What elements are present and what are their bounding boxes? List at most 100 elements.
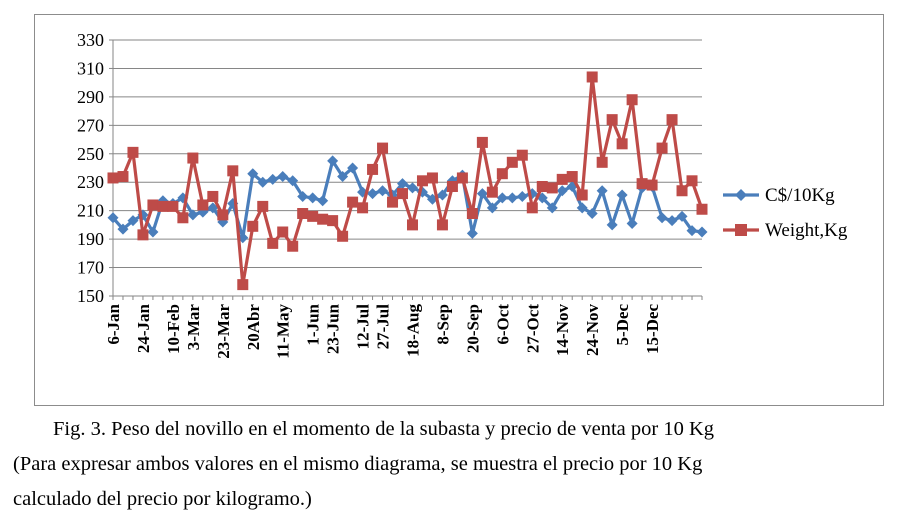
data-point [506, 192, 518, 204]
data-point [546, 202, 558, 214]
data-point [377, 185, 389, 197]
x-tick-label: 27-Jul [374, 304, 393, 350]
data-point [676, 210, 688, 222]
x-tick-label: 27-Oct [523, 304, 542, 353]
data-point [217, 209, 229, 221]
data-point [616, 189, 628, 201]
data-point [496, 192, 508, 204]
y-tick-label: 190 [77, 229, 104, 249]
data-point [456, 172, 468, 184]
line-chart: 150 170 190 210 230 250 270 290 310 330 6-Jan 24-Ja… [77, 30, 848, 359]
data-point [157, 200, 169, 212]
data-point [446, 180, 458, 192]
x-tick-label: 10-Feb [164, 304, 183, 354]
data-point [626, 217, 638, 229]
x-tick-label: 5-Dec [613, 304, 632, 346]
series-line [112, 75, 704, 287]
data-point [397, 178, 409, 190]
x-tick-label: 23-Mar [214, 304, 233, 359]
data-point [187, 152, 199, 164]
y-tick-label: 210 [77, 201, 104, 221]
x-tick-label: 24-Jan [134, 303, 153, 353]
x-tick-label: 20-Sep [463, 304, 482, 353]
data-point [147, 226, 159, 238]
legend-item: Weight,Kg [723, 220, 848, 241]
data-point [626, 94, 638, 106]
data-point [177, 212, 189, 224]
y-tick-label: 150 [77, 286, 104, 306]
data-point [686, 175, 698, 187]
data-point [496, 168, 508, 180]
data-point [307, 192, 319, 204]
caption-line-1: Fig. 3. Peso del novillo en el momento d… [53, 418, 714, 440]
data-point [436, 219, 448, 231]
data-point [586, 208, 598, 220]
data-point [466, 208, 478, 220]
data-point [337, 171, 349, 183]
y-tick-label: 230 [77, 172, 104, 192]
x-tick-label: 6-Jan [104, 303, 123, 344]
data-point [307, 210, 319, 222]
data-point [387, 196, 399, 208]
data-point [666, 215, 678, 227]
data-point [406, 182, 418, 194]
data-point [267, 173, 279, 185]
data-point [337, 230, 349, 242]
data-point [237, 279, 249, 291]
data-point [287, 175, 299, 187]
data-point [317, 213, 329, 225]
data-point [476, 188, 488, 200]
y-tick-label: 270 [77, 115, 104, 135]
data-point [656, 212, 668, 224]
data-point [227, 165, 239, 177]
data-point [277, 171, 289, 183]
caption-line-3: calculado del precio por kilogramo.) [13, 488, 312, 510]
data-point [367, 188, 379, 200]
x-tick-label: 14-Nov [553, 304, 572, 356]
data-point [696, 203, 708, 215]
data-point [486, 186, 498, 198]
data-point [247, 220, 259, 232]
data-point [137, 229, 149, 241]
data-point [107, 172, 119, 184]
x-tick-label: 12-Jul [354, 304, 373, 350]
y-tick-label: 170 [77, 258, 104, 278]
caption-line-2: (Para expresar ambos valores en el mismo… [13, 453, 703, 475]
legend-marker [735, 189, 747, 201]
data-point [197, 199, 209, 211]
legend-label: Weight,Kg [765, 220, 848, 241]
data-point [666, 114, 678, 126]
data-point [586, 71, 598, 83]
data-point [257, 200, 269, 212]
data-point [357, 202, 369, 214]
data-point [367, 163, 379, 175]
x-tick-label: 6-Oct [493, 304, 512, 345]
data-point [257, 176, 269, 188]
data-point [167, 200, 179, 212]
data-point [377, 142, 389, 154]
data-point [317, 195, 329, 207]
data-point [506, 156, 518, 168]
data-point [556, 185, 568, 197]
data-point [277, 226, 289, 238]
data-point [347, 196, 359, 208]
y-tick-label: 250 [77, 144, 104, 164]
data-point [327, 155, 339, 167]
x-tick-label: 3-Mar [184, 304, 203, 351]
data-point [397, 188, 409, 200]
x-tick-label: 23-Jun [324, 303, 343, 354]
legend-marker [735, 224, 747, 236]
data-point [117, 223, 129, 235]
data-point [147, 199, 159, 211]
data-point [127, 146, 139, 158]
data-point [187, 209, 199, 221]
y-tick-label: 330 [77, 30, 104, 50]
data-point [476, 136, 488, 148]
data-point [656, 142, 668, 154]
x-tick-label: 18-Aug [403, 304, 422, 357]
y-tick-label: 290 [77, 87, 104, 107]
data-point [436, 189, 448, 201]
data-point [556, 173, 568, 185]
data-point [207, 190, 219, 202]
x-tick-label: 20Abr [244, 304, 263, 351]
